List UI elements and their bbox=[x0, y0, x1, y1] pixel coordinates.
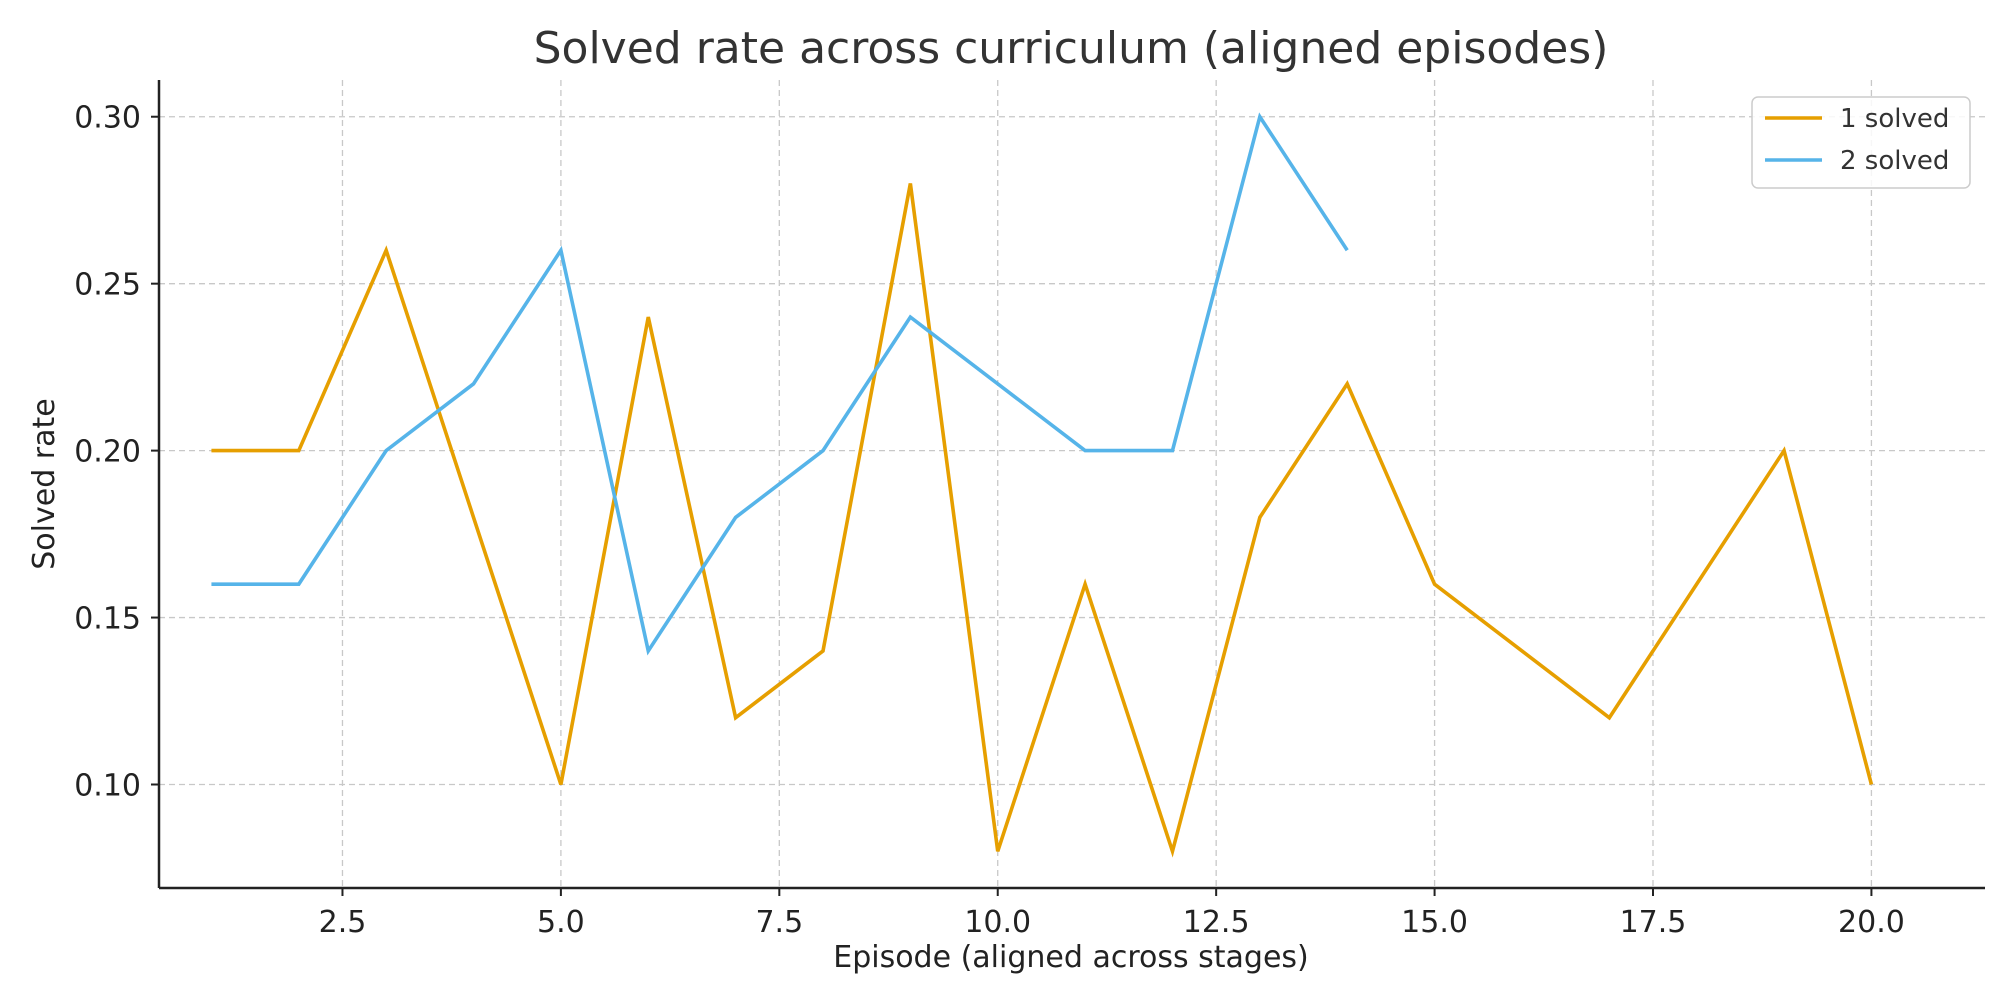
x-tick-label: 20.0 bbox=[1838, 905, 1905, 940]
ticks: 2.5 5.0 7.5 10.0 12.5 15.0 17.5 20.0 0.10 0.15 0.2… bbox=[74, 101, 1905, 940]
series-layer bbox=[211, 112, 1874, 858]
y-tick-label: 0.10 bbox=[74, 768, 141, 803]
y-axis-label: Solved rate bbox=[27, 398, 62, 569]
x-tick-label: 17.5 bbox=[1620, 905, 1687, 940]
y-tick-label: 0.20 bbox=[74, 435, 141, 470]
x-tick-label: 10.0 bbox=[964, 905, 1031, 940]
series-line-2-solved bbox=[211, 112, 1349, 656]
legend-label-2-solved: 2 solved bbox=[1840, 146, 1949, 176]
x-axis-label: Episode (aligned across stages) bbox=[833, 940, 1309, 975]
series-line-1-solved bbox=[211, 183, 1874, 858]
axes bbox=[157, 80, 1985, 890]
legend: 1 solved 2 solved bbox=[1751, 96, 1971, 189]
x-tick-label: 7.5 bbox=[755, 905, 803, 940]
y-tick-label: 0.15 bbox=[74, 602, 141, 637]
legend-label-1-solved: 1 solved bbox=[1840, 104, 1949, 134]
y-tick-label: 0.25 bbox=[74, 268, 141, 303]
x-tick-label: 12.5 bbox=[1183, 905, 1250, 940]
y-tick-label: 0.30 bbox=[74, 101, 141, 136]
grid bbox=[159, 80, 1985, 888]
chart-title: Solved rate across curriculum (aligned e… bbox=[534, 23, 1609, 74]
x-tick-label: 2.5 bbox=[319, 905, 367, 940]
x-tick-label: 15.0 bbox=[1401, 905, 1468, 940]
x-tick-label: 5.0 bbox=[537, 905, 585, 940]
